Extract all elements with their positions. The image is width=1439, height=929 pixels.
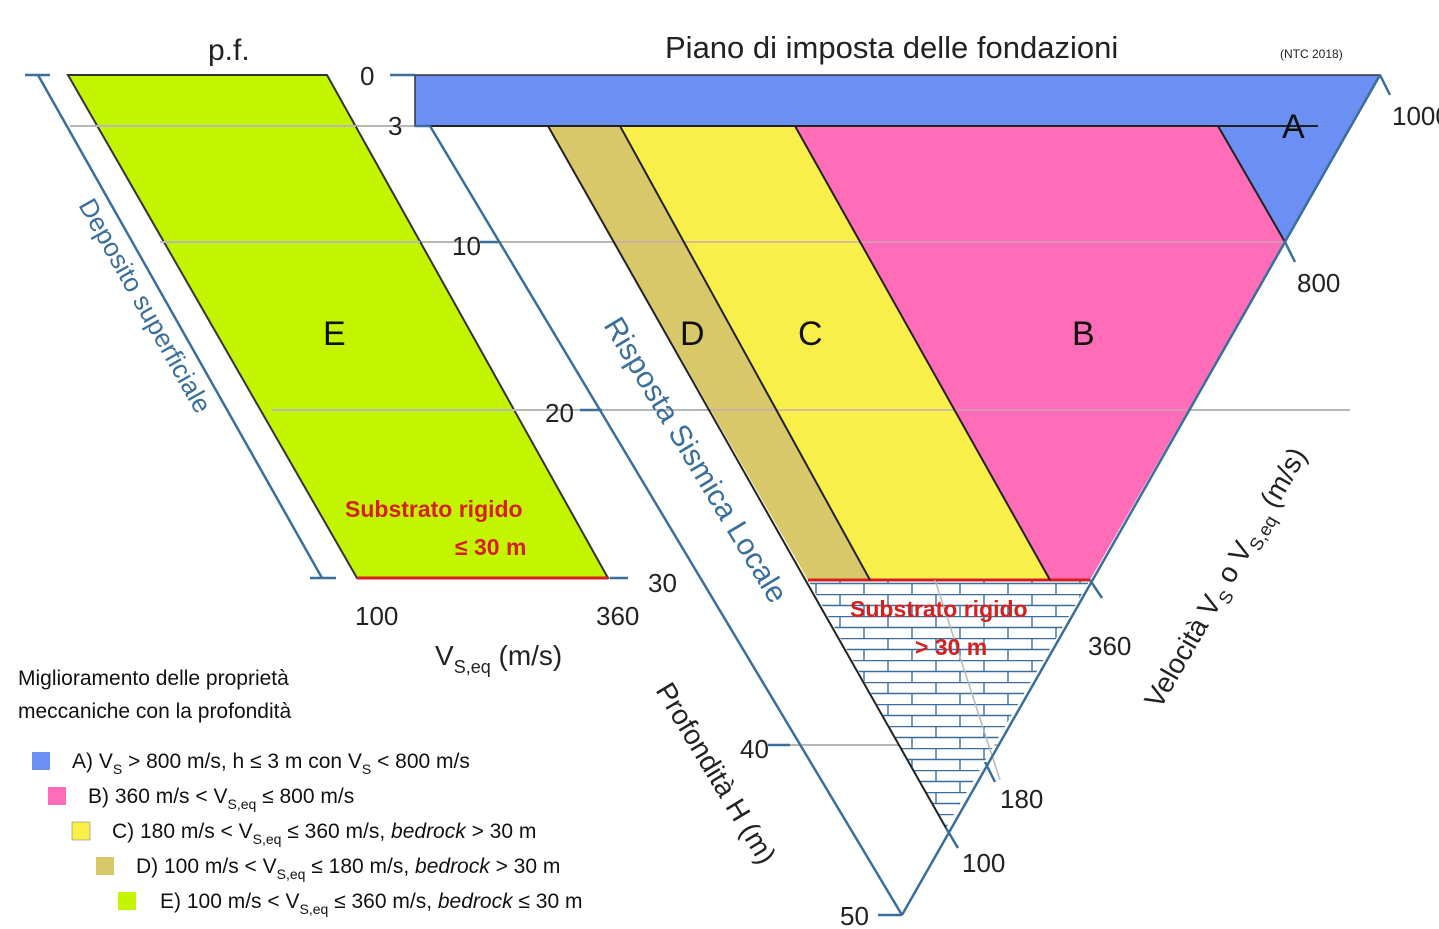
vel-tick-label-360: 360 — [1088, 631, 1131, 661]
depth-axis-label: Profondità H (m) — [650, 677, 782, 869]
zone-d-area — [548, 126, 870, 580]
zone-boundaries — [415, 125, 1318, 829]
diagram-title: Piano di imposta delle fondazioni — [665, 30, 1118, 65]
substrato-right-line1: Substrato rigido — [850, 596, 1028, 622]
vel-tick-label-180: 180 — [1000, 784, 1043, 814]
vel-tick-800 — [1283, 241, 1297, 263]
legend-swatch-c — [71, 821, 91, 841]
legend-swatch-e — [118, 892, 136, 910]
velocity-axis-label: Velocità VS o VS,eq (m/s) — [1138, 442, 1317, 715]
boundary-d-c — [619, 125, 871, 581]
zone-b-area — [795, 126, 1285, 580]
vseq-main: V — [435, 640, 454, 671]
vseq-axis-label: VS,eq (m/s) — [435, 640, 562, 677]
depth-tick-label-40: 40 — [740, 734, 769, 764]
legend-item-a: A) VS > 800 m/s, h ≤ 3 m con VS < 800 m/… — [72, 750, 470, 777]
zone-c-area — [620, 126, 1050, 580]
zone-e-label: E — [323, 315, 346, 353]
depth-tick-label-3: 3 — [388, 111, 402, 141]
legend-item-d: D) 100 m/s < VS,eq ≤ 180 m/s, bedrock > … — [136, 855, 560, 882]
legend-item-c: C) 180 m/s < VS,eq ≤ 360 m/s, bedrock > … — [112, 820, 536, 847]
vel-tick-100 — [944, 827, 960, 849]
legend-title-line1: Miglioramento delle proprietà — [18, 667, 289, 690]
legend: Miglioramento delle proprietà meccaniche… — [18, 667, 582, 917]
depth-tick-label-0: 0 — [360, 61, 374, 91]
substrato-right-area — [808, 580, 1090, 828]
vseq-unit: (m/s) — [491, 640, 563, 671]
zone-d-label: D — [680, 315, 705, 353]
vel-tick-360 — [1088, 579, 1104, 599]
left-tick-label-100: 100 — [355, 601, 398, 631]
left-axis-line — [36, 74, 324, 579]
boundary-c-b — [794, 125, 1051, 581]
depth-tick-label-30: 30 — [648, 568, 677, 598]
vel-tick-180 — [983, 761, 997, 783]
legend-swatch-a — [32, 752, 50, 770]
vel-tick-1000 — [1378, 74, 1392, 96]
legend-swatch-d — [96, 857, 114, 875]
vel-tick-label-800: 800 — [1297, 268, 1340, 298]
depth-tick-label-20: 20 — [545, 398, 574, 428]
depth-tick-label-10: 10 — [452, 231, 481, 261]
velocity-unit: (m/s) — [1250, 442, 1313, 519]
legend-item-e: E) 100 m/s < VS,eq ≤ 360 m/s, bedrock ≤ … — [160, 890, 582, 917]
zone-c-label: C — [798, 315, 823, 353]
depth-tick-label-50: 50 — [840, 901, 869, 929]
substrato-left-line1: Substrato rigido — [345, 496, 523, 522]
pf-label: p.f. — [208, 34, 250, 67]
legend-item-b: B) 360 m/s < VS,eq ≤ 800 m/s — [88, 785, 354, 812]
boundary-d-start — [547, 125, 947, 829]
gradient-line — [934, 579, 1001, 781]
left-tick-label-360: 360 — [596, 601, 639, 631]
substrato-right-line2: > 30 m — [915, 634, 987, 660]
zone-b-label: B — [1072, 315, 1095, 353]
zone-a-label: A — [1282, 108, 1305, 146]
norm-label: (NTC 2018) — [1280, 47, 1343, 61]
substrato-left-line2: ≤ 30 m — [455, 534, 526, 560]
velocity-axis-line — [900, 74, 1382, 916]
vel-tick-label-1000: 1000 — [1392, 101, 1439, 131]
vel-tick-label-100: 100 — [962, 848, 1005, 878]
legend-swatch-b — [48, 787, 66, 805]
middle-axis-line — [428, 125, 904, 916]
boundary-a-b — [1217, 125, 1286, 243]
vseq-sub: S,eq — [454, 657, 491, 677]
velocity-prefix: Velocità V — [1138, 589, 1227, 713]
axes — [25, 73, 1392, 917]
legend-title-line2: meccaniche con la profondità — [18, 700, 291, 723]
